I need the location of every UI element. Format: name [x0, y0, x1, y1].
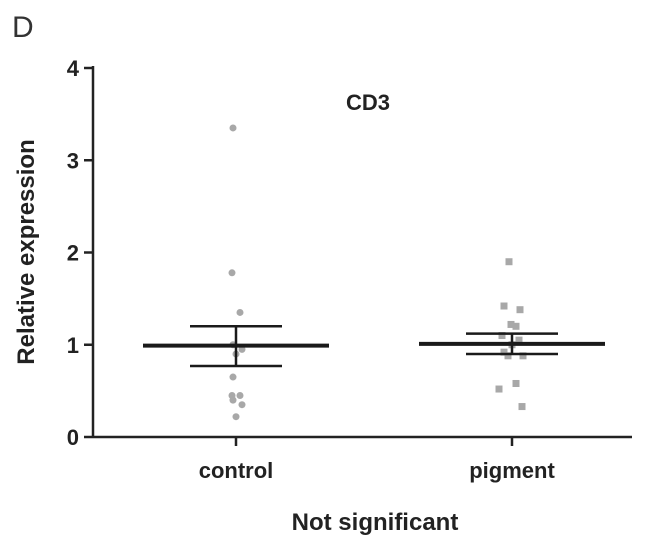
data-point-pigment [512, 379, 520, 387]
data-point-pigment [512, 322, 520, 330]
data-point-pigment [504, 352, 512, 360]
y-axis-label: Relative expression [13, 139, 40, 364]
x-axis-label: Not significant [292, 509, 459, 536]
data-point-pigment [498, 332, 506, 340]
category-label-pigment: pigment [469, 458, 555, 483]
data-point-control [229, 124, 237, 132]
data-point-pigment [519, 352, 527, 360]
data-point-pigment [495, 385, 503, 393]
data-point-pigment [505, 258, 513, 266]
data-point-pigment [515, 336, 523, 344]
panel-label: D [12, 11, 34, 44]
y-tick-label: 3 [67, 148, 79, 173]
data-point-control [236, 308, 244, 316]
y-tick-label: 1 [67, 333, 79, 358]
data-point-control [229, 396, 237, 404]
y-tick-label: 2 [67, 241, 79, 266]
chart-title: CD3 [346, 90, 390, 115]
data-point-control [228, 269, 236, 277]
data-point-control [238, 401, 246, 409]
category-label-control: control [199, 458, 274, 483]
y-tick-label: 4 [67, 56, 80, 81]
data-point-pigment [518, 403, 526, 411]
data-point-control [229, 373, 237, 381]
y-tick-label: 0 [67, 425, 79, 450]
data-points [228, 124, 527, 421]
summary-lines [143, 325, 605, 368]
x-categories: control pigment [199, 437, 555, 483]
y-ticks: 0 1 2 3 4 [67, 56, 93, 450]
data-point-pigment [507, 320, 515, 328]
data-point-pigment [500, 348, 508, 356]
data-point-control [232, 413, 240, 421]
data-point-control [236, 391, 244, 399]
data-point-pigment [516, 306, 524, 314]
data-point-pigment [500, 302, 508, 310]
